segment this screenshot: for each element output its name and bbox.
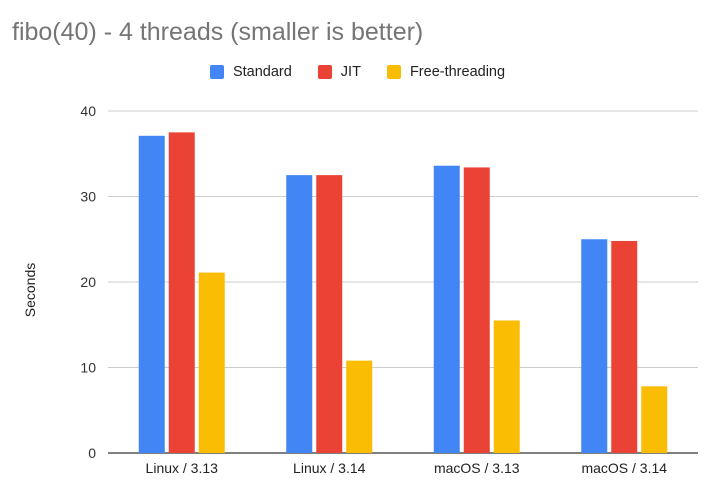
bar-free-threading-1 xyxy=(346,360,373,453)
bars xyxy=(138,132,668,454)
legend-swatch-standard xyxy=(209,65,224,79)
bar-jit-3 xyxy=(611,240,638,453)
x-tick-label: macOS / 3.14 xyxy=(581,460,667,476)
bar-free-threading-3 xyxy=(641,386,668,453)
bar-jit-0 xyxy=(168,132,195,453)
chart-legend: Standard JIT Free-threading xyxy=(0,64,715,80)
legend-swatch-free-threading xyxy=(386,65,401,79)
y-tick-label: 10 xyxy=(80,360,96,376)
bar-free-threading-0 xyxy=(198,272,225,453)
legend-item-standard: Standard xyxy=(209,64,292,80)
axis-ticks: 0 10 20 30 40 Linux / 3.13 Linux / 3.14 macOS /… xyxy=(80,103,667,476)
bar-standard-3 xyxy=(581,239,608,453)
bar-jit-2 xyxy=(463,167,490,453)
y-tick-label: 40 xyxy=(80,103,96,119)
legend-item-jit: JIT xyxy=(317,64,361,80)
legend-label-standard: Standard xyxy=(232,64,292,80)
y-tick-label: 20 xyxy=(80,274,96,290)
legend-label-jit: JIT xyxy=(340,64,361,80)
gridlines xyxy=(108,110,698,454)
chart-title: fibo(40) - 4 threads (smaller is better) xyxy=(12,18,424,46)
bar-jit-1 xyxy=(316,175,343,453)
legend-item-free-threading: Free-threading xyxy=(386,64,506,80)
y-tick-label: 30 xyxy=(80,189,96,205)
bar-free-threading-2 xyxy=(493,320,520,453)
x-tick-label: Linux / 3.13 xyxy=(146,460,219,476)
bar-standard-1 xyxy=(286,175,313,453)
x-tick-label: macOS / 3.13 xyxy=(434,460,520,476)
x-tick-label: Linux / 3.14 xyxy=(293,460,366,476)
legend-label-free-threading: Free-threading xyxy=(409,64,506,80)
legend-swatch-jit xyxy=(317,65,332,79)
bar-standard-2 xyxy=(433,165,460,453)
bar-standard-0 xyxy=(138,135,165,454)
y-tick-label: 0 xyxy=(88,445,96,461)
